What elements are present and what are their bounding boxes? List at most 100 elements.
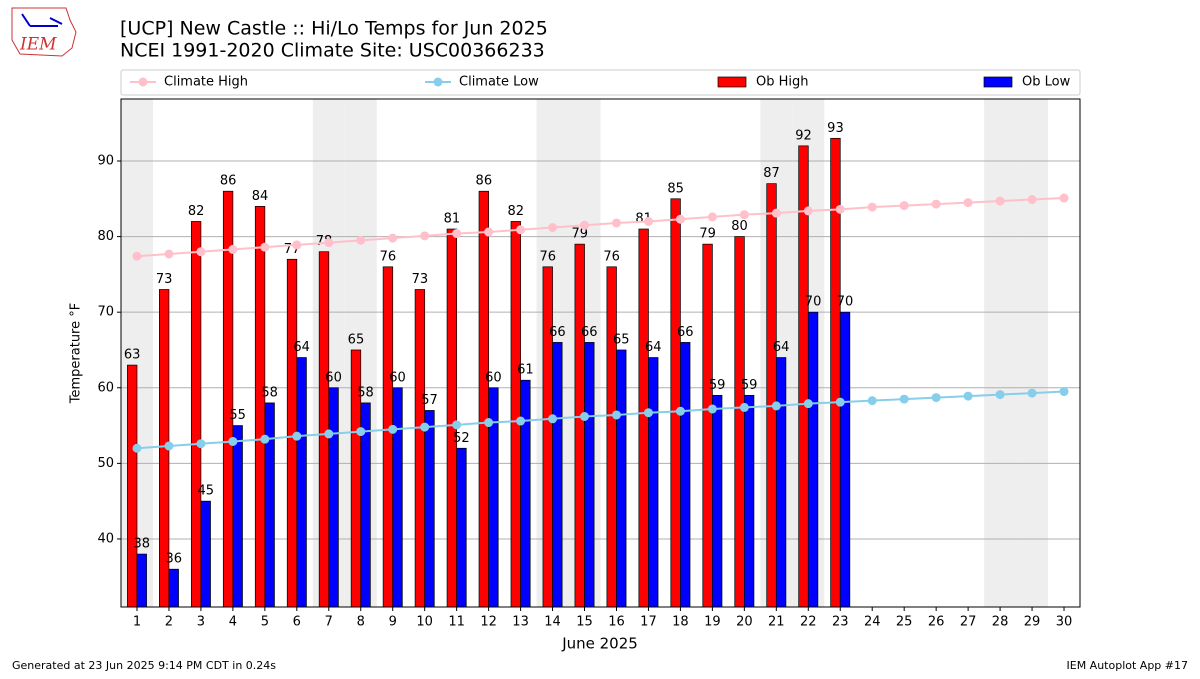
climate-point (1059, 193, 1069, 203)
x-tick-label: 7 (325, 615, 333, 630)
x-tick-label: 19 (704, 615, 721, 630)
data-label: 76 (603, 249, 620, 264)
x-tick-label: 22 (800, 615, 817, 630)
y-tick-label: 40 (97, 531, 114, 546)
footer-right: IEM Autoplot App #17 (1067, 659, 1189, 672)
data-label: 52 (453, 431, 470, 446)
bar (136, 553, 147, 608)
data-label: 73 (412, 272, 429, 287)
x-tick-label: 15 (576, 615, 593, 630)
chart-subtitle: NCEI 1991-2020 Climate Site: USC00366233 (120, 40, 545, 62)
bar (574, 243, 585, 608)
bar (520, 379, 531, 608)
bar (775, 357, 787, 608)
bar (606, 266, 617, 608)
data-label: 36 (165, 552, 182, 567)
climate-point (196, 439, 206, 449)
data-label: 93 (827, 121, 844, 136)
climate-point (835, 397, 845, 407)
x-tick-label: 13 (512, 615, 529, 630)
climate-point (388, 233, 398, 243)
data-label: 66 (677, 325, 694, 340)
y-tick-label: 70 (97, 305, 114, 320)
data-label: 84 (252, 189, 269, 204)
x-tick-label: 14 (544, 615, 561, 630)
bar (552, 342, 563, 608)
x-tick-label: 6 (293, 615, 301, 630)
chart-title: [UCP] New Castle :: Hi/Lo Temps for Jun … (120, 18, 548, 40)
logo-text: IEM (19, 35, 57, 55)
data-label: 65 (348, 332, 365, 347)
x-tick-label: 17 (640, 615, 657, 630)
data-label: 92 (795, 128, 812, 143)
climate-point (580, 220, 590, 230)
x-tick-label: 1 (133, 615, 141, 630)
data-label: 66 (549, 325, 566, 340)
climate-point (1027, 195, 1037, 205)
data-label: 66 (581, 325, 598, 340)
bar (670, 198, 681, 608)
bar (254, 205, 266, 608)
x-tick-label: 25 (896, 615, 913, 630)
x-tick-label: 24 (864, 615, 881, 630)
climate-point (803, 399, 813, 409)
climate-point (611, 410, 621, 420)
bar (264, 402, 275, 608)
data-label: 55 (229, 408, 246, 423)
data-label: 86 (220, 174, 237, 189)
climate-point (388, 424, 398, 434)
logo-icon (21, 13, 63, 27)
climate-point (771, 401, 781, 411)
climate-point (707, 404, 717, 414)
climate-point (452, 420, 462, 430)
data-label: 45 (197, 484, 214, 499)
data-label: 64 (773, 340, 790, 355)
bar (638, 228, 649, 608)
bar (680, 342, 691, 608)
climate-point (228, 244, 238, 254)
climate-point (132, 251, 142, 261)
climate-point (995, 390, 1005, 400)
climate-point (643, 216, 653, 226)
climate-point (1059, 387, 1069, 397)
climate-point (995, 196, 1005, 206)
x-tick-label: 16 (608, 615, 625, 630)
climate-point (132, 443, 142, 453)
y-tick-label: 60 (97, 380, 114, 395)
legend-label: Ob Low (1022, 75, 1071, 90)
legend-label: Climate High (164, 75, 248, 90)
x-tick-label: 5 (261, 615, 269, 630)
data-label: 63 (124, 348, 141, 363)
bar (712, 394, 723, 608)
data-label: 79 (571, 227, 588, 242)
data-label: 80 (731, 219, 748, 234)
legend-marker (433, 77, 443, 87)
data-label: 87 (763, 166, 780, 181)
climate-point (867, 396, 877, 406)
bar (584, 342, 595, 608)
climate-point (931, 199, 941, 209)
bar (766, 183, 777, 608)
climate-point (292, 240, 302, 250)
y-tick-label: 50 (97, 456, 114, 471)
logo-outline (11, 7, 77, 57)
climate-point (484, 227, 494, 237)
x-axis-label: June 2025 (561, 635, 638, 653)
data-label: 38 (134, 537, 151, 552)
legend-marker (138, 77, 148, 87)
climate-point (420, 422, 430, 432)
bar (318, 251, 330, 608)
legend-label: Ob High (756, 75, 809, 90)
logo: IEM (11, 7, 77, 57)
climate-line (136, 197, 1065, 258)
legend-label: Climate Low (459, 75, 539, 90)
data-label: 57 (421, 393, 438, 408)
climate-point (516, 416, 526, 426)
x-tick-label: 21 (768, 615, 785, 630)
bar (382, 266, 394, 608)
bar (190, 221, 202, 608)
bar (328, 387, 339, 608)
climate-line (136, 390, 1065, 450)
climate-point (260, 434, 270, 444)
data-label: 70 (805, 295, 822, 310)
